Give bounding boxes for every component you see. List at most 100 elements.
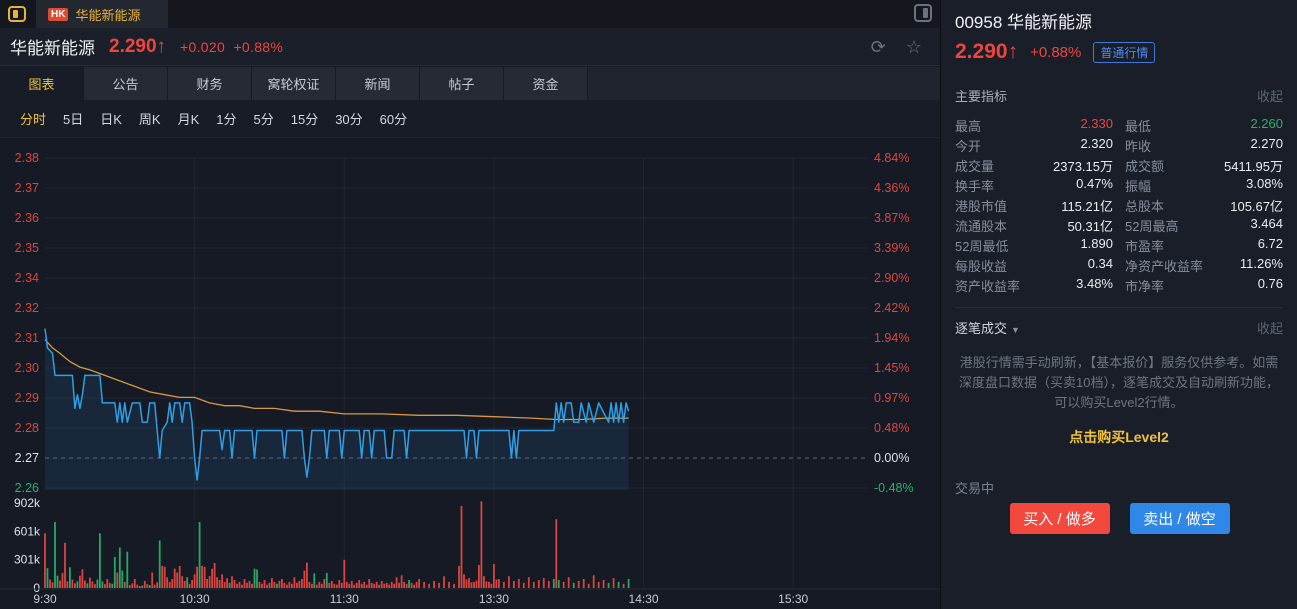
volume-bar [283,582,286,588]
indicator-label: 流通股本 [955,218,1008,234]
volume-bar [148,585,151,588]
volume-bar [345,581,348,588]
y-axis-percent-label: 3.87% [874,211,909,225]
volume-bar [468,578,470,588]
quote-level-badge[interactable]: 普通行情 [1093,41,1156,63]
refresh-icon[interactable]: ⟳ [870,36,886,57]
y-axis-percent-label: 2.42% [874,301,909,315]
volume-bar [226,578,228,588]
volume-bar [46,568,49,588]
indicator-cell: 资产收益率 3.48% [955,276,1113,295]
period-tab-9[interactable]: 30分 [335,112,363,127]
buy-long-button[interactable]: 买入 / 做多 [1009,503,1110,534]
indicator-label: 换手率 [955,178,995,194]
period-tab-4[interactable]: 周K [138,112,161,127]
volume-bar [388,584,391,588]
volume-bar [470,582,473,588]
intraday-chart[interactable]: 2.38 4.84% 2.37 4.36% 2.36 3.87% 2.35 3.39% 2.34… [0,138,940,609]
sell-short-button[interactable]: 卖出 / 做空 [1129,503,1230,534]
tick-trades-collapse-button[interactable]: 收起 [1256,321,1283,336]
volume-bar [503,581,505,588]
indicator-label: 净资产收益率 [1125,258,1204,274]
period-tab-7[interactable]: 5分 [253,112,274,127]
period-tab-5[interactable]: 月K [177,112,200,127]
tab-4[interactable]: 窝轮权证 [252,67,336,100]
volume-bar [328,582,331,588]
period-tab-2[interactable]: 5日 [63,112,84,127]
period-tab-3[interactable]: 日K [100,112,122,127]
volume-bar [196,566,198,588]
y-axis-price-label: 2.35 [15,241,39,255]
volume-bar [303,570,306,588]
volume-bar [393,583,396,588]
volume-bar [74,583,76,588]
volume-bar [308,581,311,588]
favorite-star-icon[interactable]: ☆ [905,36,922,57]
volume-bar [355,582,358,588]
volume-bar [243,579,246,588]
volume-bar [121,570,124,588]
volume-bar [562,581,565,588]
volume-bar [380,580,383,588]
tab-2[interactable]: 公告 [84,67,168,100]
y-axis-percent-label: -0.48% [874,481,914,495]
volume-bar [89,577,91,588]
y-axis-percent-label: 3.39% [874,241,909,255]
volume-bar [597,581,600,588]
volume-bar [286,584,288,588]
indicator-value: 0.76 [1257,275,1283,291]
volume-bar [258,581,261,588]
x-axis-time-label: 9:30 [33,592,57,606]
volume-bar [171,579,174,588]
tab-1[interactable]: 图表 [0,67,84,100]
volume-bar [493,564,495,588]
x-axis-time-label: 10:30 [180,592,210,606]
period-tab-6[interactable]: 1分 [216,112,237,127]
volume-bar [64,542,66,588]
volume-bar [268,582,271,588]
sidebar-panel-icon[interactable] [8,6,26,22]
indicator-cell: 净资产收益率 11.26% [1125,256,1283,275]
indicator-cell: 换手率 0.47% [955,176,1113,195]
avg-price-line [44,339,629,421]
volume-bar [490,583,493,588]
volume-bar [296,582,298,588]
quote-price: 2.290↑ [955,40,1019,63]
indicator-cell: 市盈率 6.72 [1125,236,1283,255]
volume-bar [138,586,141,588]
volume-bar [261,583,263,588]
y-axis-percent-label: 4.84% [874,151,909,165]
volume-bar [360,583,363,588]
indicator-label: 每股收益 [955,258,1008,274]
volume-bar [433,580,435,588]
volume-bar [612,578,615,588]
buy-level2-link[interactable]: 点击购买Level2 [1069,429,1169,445]
trading-status: 交易中 [955,481,995,496]
volume-bar [233,580,236,588]
volume-bar [311,583,313,588]
period-tab-10[interactable]: 60分 [379,112,408,127]
volume-bar [188,583,191,588]
volume-bar [221,574,223,588]
tab-7[interactable]: 资金 [504,67,588,100]
volume-bar [176,572,179,588]
y-axis-price-label: 2.31 [15,331,39,345]
volume-bar [415,581,418,588]
volume-bar [208,576,211,588]
period-tab-1[interactable]: 分时 [20,112,47,127]
stock-document-tab[interactable]: HK 华能新能源 [36,0,169,28]
volume-bar [587,583,590,588]
tab-5[interactable]: 新闻 [336,67,420,100]
tab-6[interactable]: 帖子 [420,67,504,100]
volume-axis-label: 902k [14,496,41,510]
volume-bar [318,581,321,588]
tick-trades-dropdown[interactable]: 逐笔成交 ▼ [955,321,1020,336]
volume-bar [203,566,206,588]
period-tab-8[interactable]: 15分 [290,112,319,127]
tab-3[interactable]: 财务 [168,67,252,100]
right-panel-toggle-icon[interactable] [914,4,932,22]
volume-bar [123,581,126,588]
volume-bar [542,578,545,588]
indicator-cell: 最低 2.260 [1125,116,1283,135]
indicators-collapse-button[interactable]: 收起 [1256,89,1283,104]
